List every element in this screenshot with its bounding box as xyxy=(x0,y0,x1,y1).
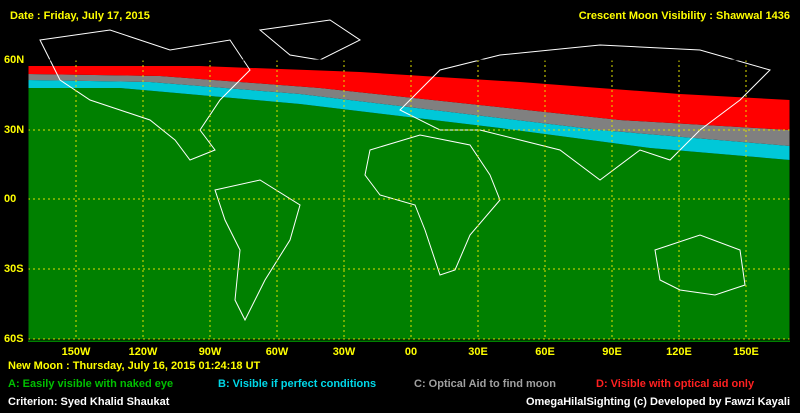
lat-label: 00 xyxy=(4,193,16,205)
lon-label: 30E xyxy=(468,346,488,358)
coastlines xyxy=(39,19,771,322)
lon-label: 120E xyxy=(666,346,692,358)
lon-label: 00 xyxy=(405,346,417,358)
criterion: Criterion: Syed Khalid Shaukat xyxy=(8,396,170,408)
credit: OmegaHilalSighting (c) Developed by Fawz… xyxy=(526,396,790,408)
longitude-labels: 150W 120W 90W 60W 30W 00 30E 60E 90E 120E 150E xyxy=(62,346,759,358)
new-moon: New Moon : Thursday, July 16, 2015 01:24… xyxy=(8,360,261,372)
lon-label: 60E xyxy=(535,346,555,358)
lon-label: 150E xyxy=(733,346,759,358)
zone-d-optical-aid-only xyxy=(28,66,790,130)
zone-a-naked-eye xyxy=(28,88,790,342)
date: Date : Friday, July 17, 2015 xyxy=(10,10,150,22)
lon-label: 90W xyxy=(199,346,222,358)
lon-label: 90E xyxy=(602,346,622,358)
lon-label: 120W xyxy=(129,346,158,358)
lat-label: 30S xyxy=(4,263,24,275)
legend-a: A: Easily visible with naked eye xyxy=(8,378,173,390)
map-frame xyxy=(27,59,791,341)
lat-label: 30N xyxy=(4,124,24,136)
legend-c: C: Optical Aid to find moon xyxy=(414,378,556,390)
lon-label: 60W xyxy=(266,346,289,358)
legend-b: B: Visible if perfect conditions xyxy=(218,378,376,390)
zone-b-perfect-conditions xyxy=(28,80,790,160)
zone-c-optical-aid-find xyxy=(28,74,790,146)
latitude-labels: 60N 30N 00 30S 60S xyxy=(4,54,24,345)
title: Crescent Moon Visibility : Shawwal 1436 xyxy=(579,10,790,22)
lon-label: 150W xyxy=(62,346,91,358)
legend-d: D: Visible with optical aid only xyxy=(596,378,755,390)
lon-label: 30W xyxy=(333,346,356,358)
lat-label: 60N xyxy=(4,54,24,66)
lat-label: 60S xyxy=(4,333,24,345)
